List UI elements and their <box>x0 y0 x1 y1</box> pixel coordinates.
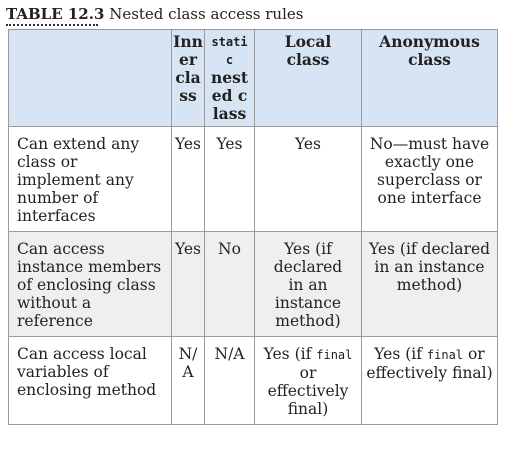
table-row: Can access instance members of enclosing… <box>8 231 498 337</box>
row-description: Can access local variables of enclosing … <box>8 336 172 425</box>
cell-anonymous-text-start: Yes (if <box>374 345 422 363</box>
cell-anonymous: Yes (if declared in an instance method) <box>361 231 498 337</box>
cell-anonymous: No—must have exactly one superclass or o… <box>361 126 498 232</box>
cell-anonymous: Yes (if final or effectively final) <box>361 336 498 425</box>
cell-local-text-start: Yes (if <box>263 345 312 363</box>
header-anonymous-class: Anonymous class <box>361 29 498 127</box>
table-row: Can extend any class or implement any nu… <box>8 126 498 232</box>
nested-class-access-table: Inner class static nested class Local cl… <box>8 29 498 425</box>
row-description: Can access instance members of enclosing… <box>8 231 172 337</box>
cell-anonymous-text-end: or effectively final) <box>366 345 493 382</box>
cell-inner: Yes <box>171 126 205 232</box>
cell-local-code: final <box>316 348 353 362</box>
table-number: TABLE 12.3 <box>6 5 105 23</box>
cell-local-text-end: or effectively final) <box>267 364 349 418</box>
cell-anonymous-code: final <box>426 348 464 362</box>
header-blank <box>8 29 172 127</box>
header-static-code: static <box>211 35 248 67</box>
table-row: Can access local variables of enclosing … <box>8 336 498 425</box>
table-title: Nested class access rules <box>109 5 304 23</box>
header-local-class: Local class <box>254 29 362 127</box>
cell-local: Yes (if final or effectively final) <box>254 336 362 425</box>
cell-local: Yes (if declared in an instance method) <box>254 231 362 337</box>
table-caption: TABLE 12.3 Nested class access rules <box>6 5 304 26</box>
header-static-nested-class: static nested class <box>204 29 255 127</box>
cell-inner: Yes <box>171 231 205 337</box>
header-static-rest: nested class <box>210 68 249 123</box>
caption-underline <box>6 24 98 26</box>
header-row: Inner class static nested class Local cl… <box>8 29 498 127</box>
cell-static-nested: Yes <box>204 126 255 232</box>
cell-static-nested: N/A <box>204 336 255 425</box>
row-description: Can extend any class or implement any nu… <box>8 126 172 232</box>
cell-inner: N/A <box>171 336 205 425</box>
header-inner-class: Inner class <box>171 29 205 127</box>
cell-static-nested: No <box>204 231 255 337</box>
cell-local: Yes <box>254 126 362 232</box>
